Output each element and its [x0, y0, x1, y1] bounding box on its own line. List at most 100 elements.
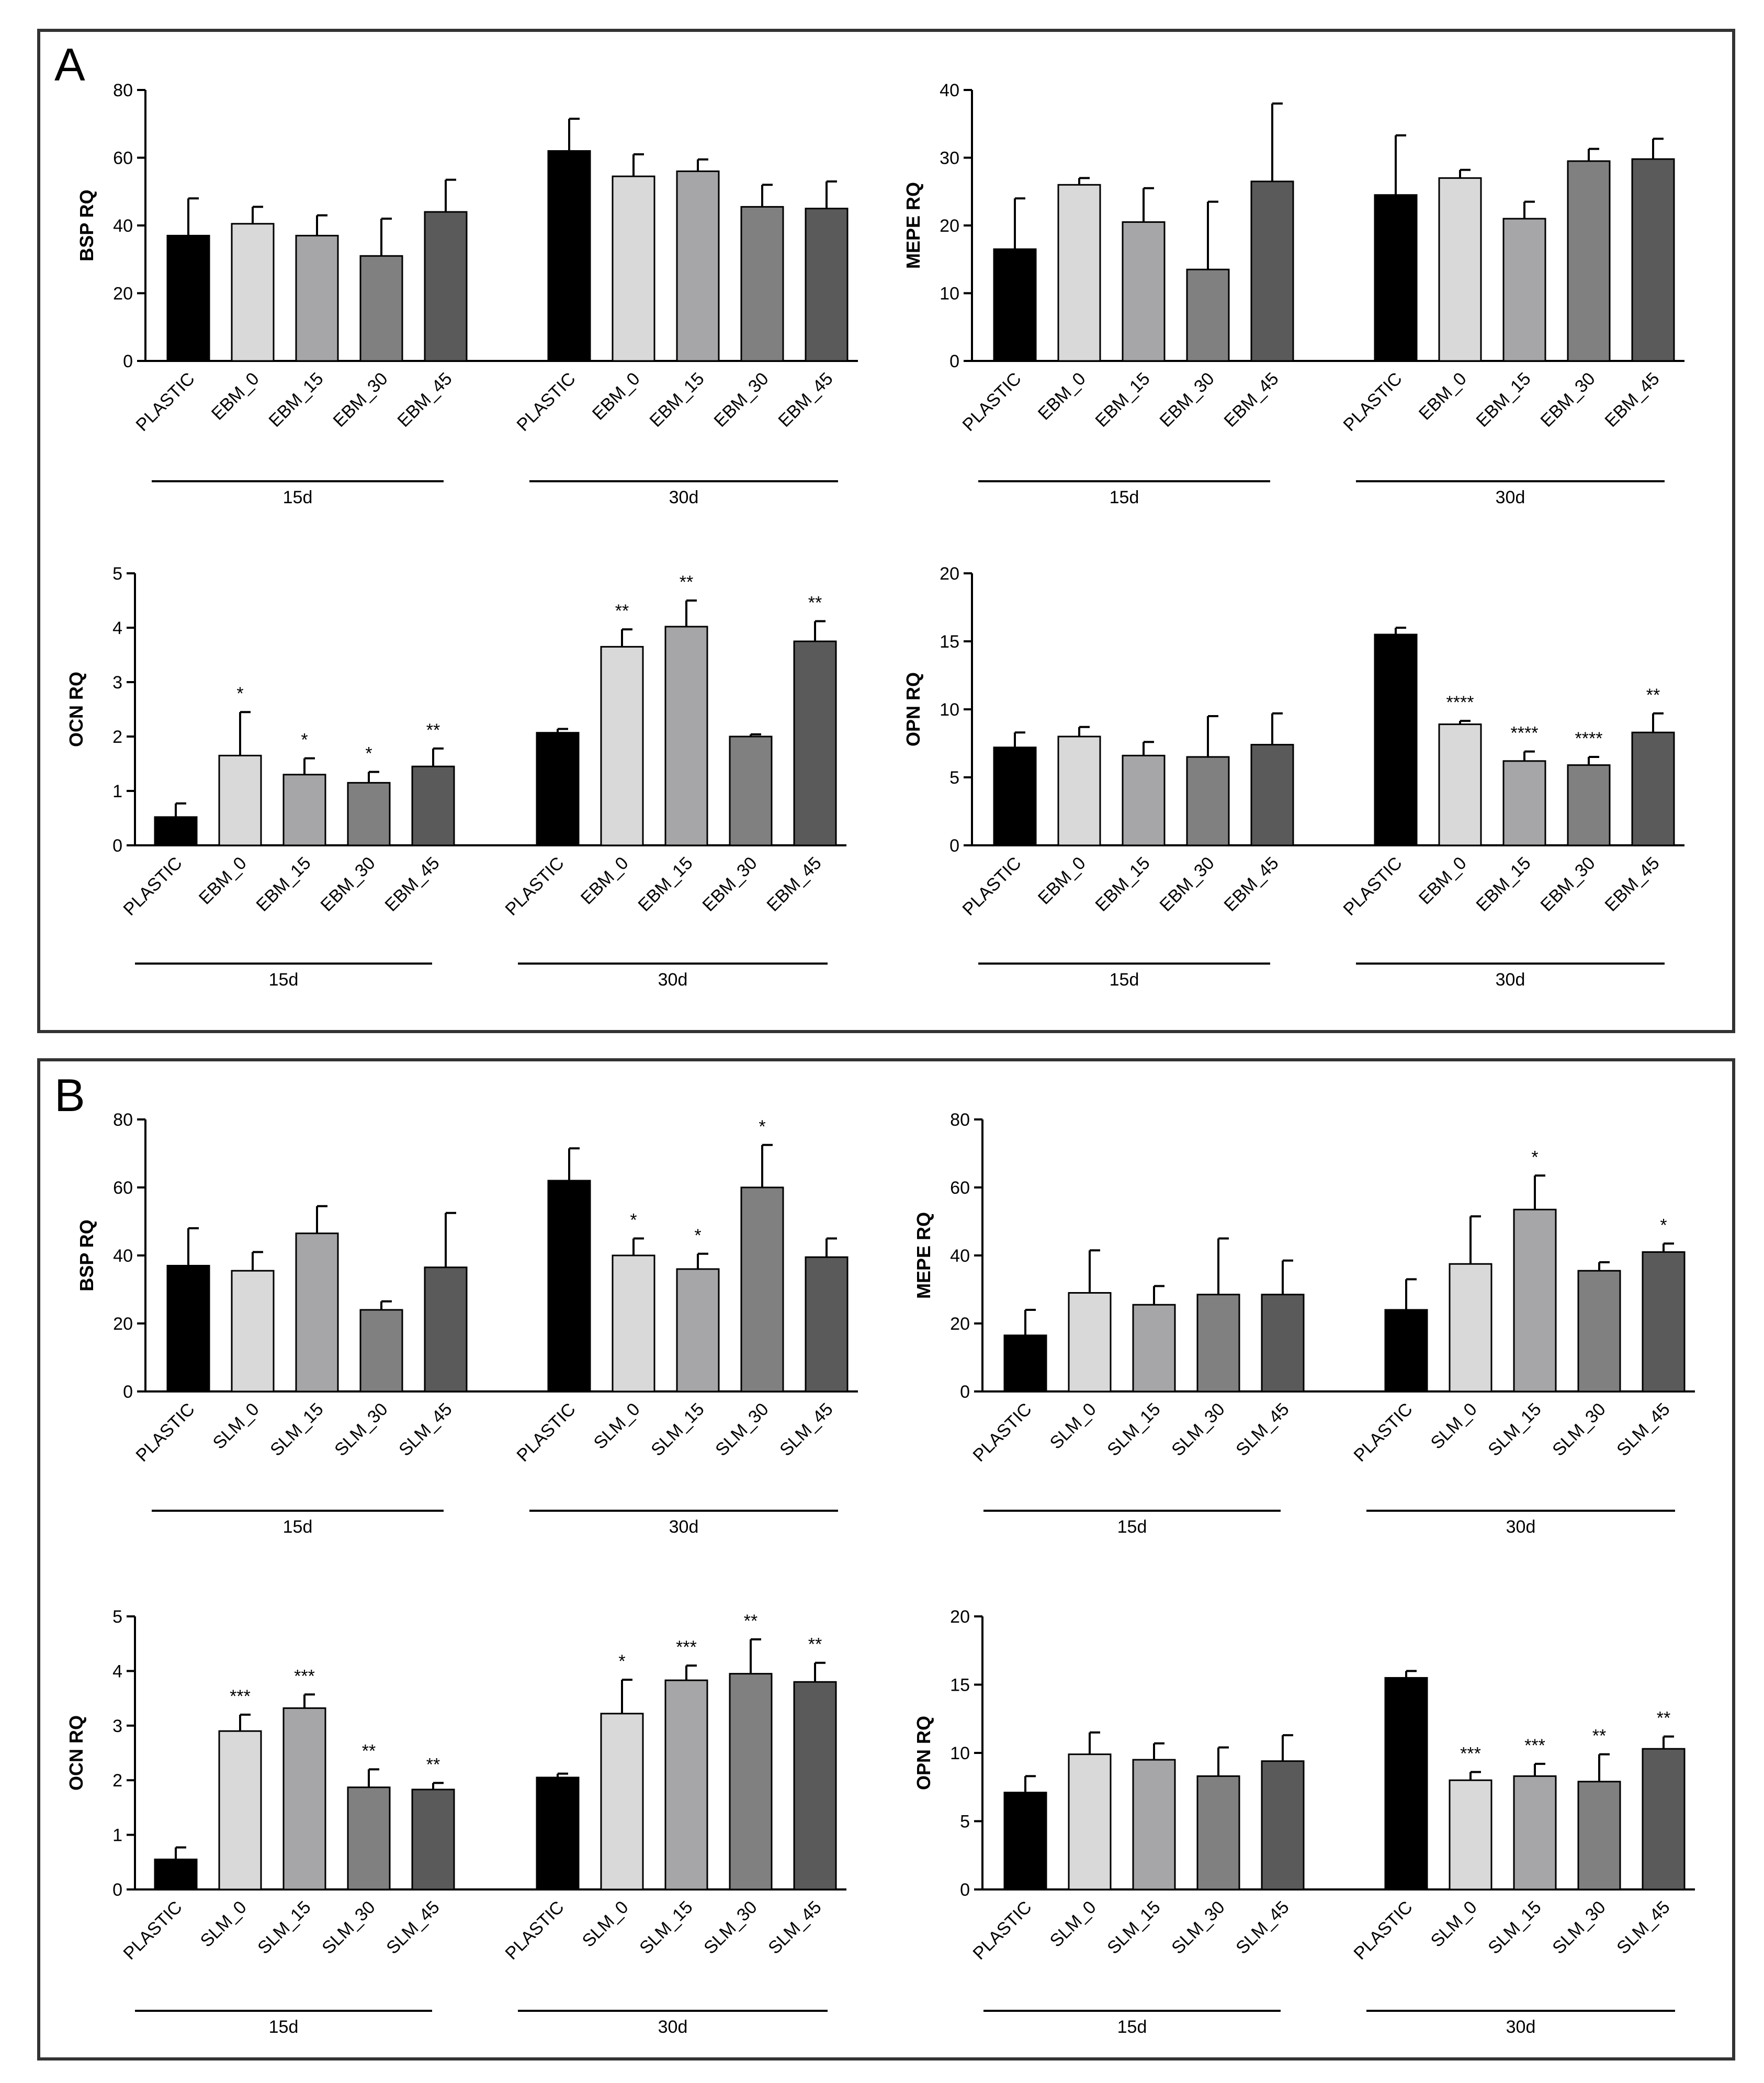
category-label: SLM_0: [1046, 1897, 1100, 1951]
group-label: 15d: [1110, 970, 1139, 990]
category-label: PLASTIC: [513, 1399, 580, 1466]
bar-30d-ebm_30: [729, 735, 773, 846]
significance-marker: **: [808, 1635, 822, 1655]
category-label: PLASTIC: [1350, 1399, 1417, 1466]
significance-marker: *: [1531, 1147, 1538, 1167]
bar-15d-ebm_30: [1186, 756, 1230, 846]
category-label: EBM_0: [1034, 369, 1090, 424]
significance-marker: *: [630, 1210, 637, 1230]
bar-15d-slm_30: [359, 1309, 403, 1393]
y-axis-label: OCN RQ: [65, 1715, 87, 1791]
bar-15d-ebm_15: [1122, 754, 1166, 846]
y-tick-label: 60: [950, 1178, 970, 1198]
category-label: EBM_0: [1415, 369, 1471, 424]
category-label: PLASTIC: [959, 369, 1025, 435]
significance-marker: **: [426, 1754, 440, 1774]
bar-30d-ebm_0: [612, 175, 655, 362]
category-label: EBM_15: [265, 369, 327, 431]
category-label: SLM_15: [254, 1897, 314, 1958]
bar-15d-slm_15: [1132, 1759, 1176, 1890]
bar-30d-ebm_0: [600, 646, 644, 846]
y-axis-label: OPN RQ: [913, 1716, 934, 1790]
bar-15d-ebm_15: [1122, 221, 1166, 362]
category-label: SLM_45: [1613, 1399, 1673, 1460]
category-label: EBM_45: [775, 369, 837, 431]
group-label: 15d: [1110, 488, 1139, 507]
group-label: 15d: [1117, 1517, 1147, 1537]
y-tick-label: 20: [950, 1314, 970, 1334]
bar-15d-ebm_0: [231, 223, 275, 362]
bar-15d-slm_30: [347, 1786, 391, 1890]
bar-30d-slm_45: [805, 1256, 849, 1393]
bar-15d-ebm_30: [347, 782, 391, 846]
y-tick-label: 10: [940, 284, 959, 304]
bar-15d-plastic: [1003, 1334, 1047, 1393]
y-tick-label: 4: [112, 618, 122, 638]
y-axis-label: OCN RQ: [65, 672, 87, 747]
bar-15d-slm_15: [295, 1232, 339, 1393]
significance-marker: **: [1657, 1708, 1670, 1728]
y-tick-label: 1: [112, 1826, 122, 1846]
category-label: EBM_15: [1092, 369, 1154, 431]
significance-marker: ****: [1575, 729, 1603, 749]
y-tick-label: 1: [112, 782, 122, 801]
category-label: EBM_0: [1415, 853, 1471, 909]
bar-15d-ebm_45: [1250, 744, 1294, 846]
bar-15d-slm_0: [1068, 1292, 1112, 1393]
category-label: SLM_30: [318, 1897, 379, 1958]
bar-30d-plastic: [536, 1776, 580, 1890]
y-tick-label: 2: [112, 727, 122, 747]
category-label: EBM_0: [577, 853, 632, 909]
significance-marker: *: [301, 730, 308, 750]
y-tick-label: 60: [113, 149, 133, 168]
category-label: SLM_0: [579, 1897, 632, 1951]
category-label: SLM_45: [382, 1897, 443, 1958]
y-tick-label: 10: [940, 700, 959, 720]
category-label: EBM_45: [1220, 369, 1283, 431]
significance-marker: *: [759, 1117, 765, 1137]
bar-30d-plastic: [547, 150, 591, 362]
bar-30d-slm_30: [729, 1673, 773, 1890]
bar-30d-ebm_0: [1438, 177, 1482, 362]
category-label: PLASTIC: [132, 369, 199, 435]
y-axis-label: MEPE RQ: [913, 1212, 934, 1299]
category-label: SLM_0: [1427, 1399, 1481, 1453]
significance-marker: *: [365, 744, 372, 764]
bar-15d-ebm_0: [1057, 735, 1101, 846]
bar-30d-plastic: [1374, 194, 1418, 362]
bar-30d-ebm_45: [1631, 158, 1675, 362]
significance-marker: ***: [1460, 1744, 1481, 1764]
bar-30d-ebm_0: [1438, 723, 1482, 846]
y-tick-label: 0: [949, 352, 959, 371]
group-label: 15d: [1117, 2017, 1147, 2037]
bar-15d-plastic: [1003, 1792, 1047, 1890]
bar-30d-plastic: [1384, 1677, 1428, 1890]
category-label: SLM_0: [590, 1399, 644, 1453]
bar-30d-ebm_15: [676, 170, 720, 362]
bar-30d-plastic: [536, 732, 580, 846]
bar-15d-slm_45: [1261, 1294, 1305, 1393]
category-label: PLASTIC: [969, 1399, 1036, 1466]
category-label: SLM_0: [209, 1399, 263, 1453]
bar-30d-slm_15: [664, 1679, 708, 1890]
panel-a-frame: [37, 29, 1735, 1033]
significance-marker: *: [236, 684, 243, 704]
y-axis-label: BSP RQ: [76, 189, 97, 261]
y-tick-label: 80: [950, 1110, 970, 1130]
significance-marker: ***: [1524, 1736, 1545, 1756]
bar-30d-slm_45: [1642, 1251, 1686, 1393]
y-axis-label: BSP RQ: [76, 1219, 97, 1291]
bar-30d-ebm_30: [740, 206, 784, 362]
bar-30d-ebm_15: [1502, 760, 1546, 846]
y-axis-label: MEPE RQ: [902, 182, 924, 269]
bar-15d-slm_45: [424, 1266, 468, 1393]
bar-15d-plastic: [993, 746, 1037, 846]
group-label: 30d: [1506, 1517, 1536, 1537]
y-tick-label: 5: [112, 564, 122, 584]
category-label: SLM_15: [647, 1399, 708, 1460]
category-label: EBM_30: [317, 853, 379, 915]
category-label: SLM_30: [700, 1897, 761, 1958]
y-tick-label: 0: [112, 1880, 122, 1900]
